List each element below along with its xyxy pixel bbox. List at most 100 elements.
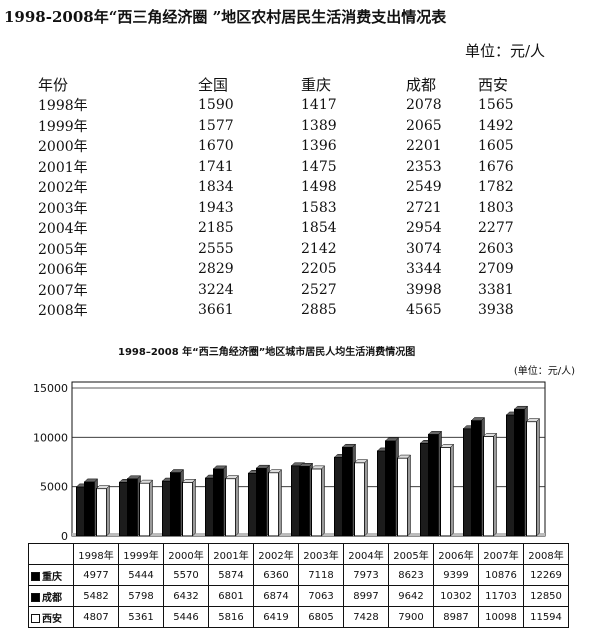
- table-row: 1999年 1577 1389 2065 1492: [38, 116, 538, 137]
- bar-side: [321, 465, 325, 537]
- chart-table-row: 重庆 4977 5444 5570 5874 6360 7118 7973 8623 9399 10…: [28, 564, 569, 586]
- bar-top: [181, 479, 197, 483]
- legend-swatch: [31, 592, 40, 602]
- table-cell: 2000年: [38, 139, 88, 156]
- chart-table-header-row: 1998年 1999年 2000年 2001年 2002年 2003年 2004年 2005年…: [28, 543, 569, 565]
- legend-label: 成都: [42, 592, 62, 604]
- y-tick-label: 0: [61, 530, 68, 543]
- bar-top: [298, 463, 314, 467]
- data-label: 5446: [163, 606, 209, 628]
- table-cell: 2277: [478, 220, 514, 237]
- bar: [342, 446, 353, 537]
- table-cell: 2201: [406, 138, 442, 155]
- table-cell: 1583: [301, 199, 337, 216]
- data-label: 7973: [343, 564, 389, 586]
- table-row: 2004年 2185 1854 2954 2277: [38, 218, 538, 239]
- table-cell: 4565: [406, 302, 442, 319]
- bar-side: [536, 418, 540, 537]
- legend-label: 西安: [42, 613, 62, 625]
- bar: [526, 421, 537, 537]
- table-cell: 2885: [301, 302, 337, 319]
- bar: [213, 468, 224, 537]
- table-cell: 3998: [406, 281, 442, 298]
- table-cell: 2078: [406, 97, 442, 114]
- table-cell: 2555: [198, 240, 234, 257]
- legend-entry: 西安: [28, 606, 74, 628]
- header-national: 全国: [198, 76, 229, 94]
- table-row: 2003年 1943 1583 2721 1803: [38, 198, 538, 219]
- data-label: 6360: [253, 564, 299, 586]
- data-label: 12850: [523, 585, 569, 607]
- bar-top: [267, 469, 283, 473]
- table-cell: 3344: [406, 261, 442, 278]
- bar-top: [353, 459, 369, 463]
- page-title: 1998-2008年“西三角经济圈 ”地区农村居民生活消费支出情况表: [4, 8, 447, 26]
- data-label: 6419: [253, 606, 299, 628]
- bar: [256, 467, 267, 537]
- table-row: 2006年 2829 2205 3344 2709: [38, 259, 538, 280]
- x-category-label: 2005年: [388, 543, 434, 565]
- legend-entry: 成都: [28, 585, 74, 607]
- bar-top: [341, 443, 357, 448]
- table-body: 1998年 1590 1417 2078 1565 1999年 1577 1389 2065 14…: [38, 95, 538, 321]
- data-label: 5798: [118, 585, 164, 607]
- data-label: 10302: [433, 585, 479, 607]
- bar-top: [212, 465, 228, 470]
- bar-top: [224, 475, 240, 479]
- table-cell: 2001年: [38, 159, 88, 176]
- table-cell: 2549: [406, 179, 442, 196]
- table-cell: 3074: [406, 240, 442, 257]
- bar: [268, 472, 279, 537]
- table-cell: 2829: [198, 261, 234, 278]
- bar: [139, 482, 150, 537]
- data-label: 7428: [343, 606, 389, 628]
- data-label: 6874: [253, 585, 299, 607]
- data-label: 10098: [478, 606, 524, 628]
- table-row: 1998年 1590 1417 2078 1565: [38, 95, 538, 116]
- data-label: 5444: [118, 564, 164, 586]
- table-cell: 1676: [478, 158, 514, 175]
- bar: [84, 481, 95, 537]
- table-cell: 2603: [478, 240, 514, 257]
- x-category-label: 2007年: [478, 543, 524, 565]
- table-cell: 1498: [301, 179, 337, 196]
- table-cell: 1417: [301, 97, 337, 114]
- bar: [385, 440, 396, 537]
- data-label: 8997: [343, 585, 389, 607]
- header-xian: 西安: [478, 76, 509, 94]
- bar-top: [513, 405, 529, 410]
- y-tick-label: 5000: [40, 481, 68, 494]
- bar-top: [83, 478, 99, 483]
- bar-top: [396, 454, 412, 459]
- table-cell: 2003年: [38, 200, 88, 217]
- table-cell: 1492: [478, 117, 514, 134]
- bar: [354, 462, 365, 537]
- table-cell: 1396: [301, 138, 337, 155]
- corner-cell: [28, 543, 74, 565]
- table-cell: 1475: [301, 158, 337, 175]
- table-cell: 2527: [301, 281, 337, 298]
- data-label: 7900: [388, 606, 434, 628]
- x-category-label: 1998年: [73, 543, 119, 565]
- header-chengdu: 成都: [406, 76, 437, 94]
- bar-top: [95, 485, 111, 489]
- y-tick-label: 15000: [33, 382, 68, 395]
- table-cell: 2006年: [38, 262, 88, 279]
- data-label: 11703: [478, 585, 524, 607]
- table-cell: 3661: [198, 302, 234, 319]
- bar: [440, 446, 451, 537]
- table-cell: 1605: [478, 138, 514, 155]
- table-cell: 2065: [406, 117, 442, 134]
- data-label: 5816: [208, 606, 254, 628]
- bar-side: [106, 484, 110, 537]
- bar-side: [235, 475, 239, 537]
- chart-data-table: 1998年 1999年 2000年 2001年 2002年 2003年 2004年 2005年…: [28, 543, 569, 628]
- bar-top: [126, 475, 142, 480]
- table-row: 2007年 3224 2527 3998 3381: [38, 280, 538, 301]
- table-cell: 3224: [198, 281, 234, 298]
- table-cell: 2353: [406, 158, 442, 175]
- chart-title: 1998–2008 年“西三角经济圈”地区城市居民人均生活消费情况图: [118, 347, 416, 358]
- table-row: 2002年 1834 1498 2549 1782: [38, 177, 538, 198]
- table-cell: 1741: [198, 158, 234, 175]
- bar: [483, 435, 494, 537]
